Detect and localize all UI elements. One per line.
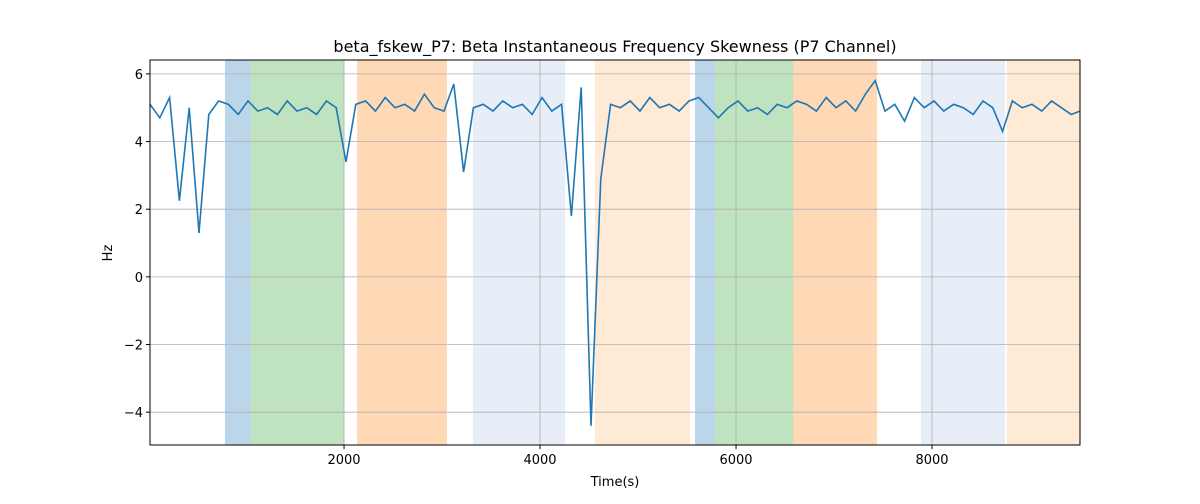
y-tick-label: 2 [135,203,143,218]
plot-frame [149,59,1081,446]
data-line [149,78,1081,426]
highlight-span [921,60,1006,445]
x-tick-label: 4000 [523,453,556,468]
y-axis-label: Hz [101,245,116,262]
highlight-span [250,60,345,445]
highlight-span [793,60,878,445]
y-tick-label: 6 [135,68,143,83]
y-tick-label: 4 [135,136,143,151]
x-tick-label: 2000 [327,453,360,468]
highlight-span [595,60,691,445]
highlight-span [695,60,716,445]
y-tick-label: −4 [124,406,143,421]
highlight-span [1006,60,1080,445]
y-tick-label: −2 [124,339,143,354]
x-tick-label: 8000 [915,453,948,468]
highlight-span [224,60,251,445]
y-tick-label: 0 [135,271,143,286]
x-tick-label: 6000 [719,453,752,468]
highlight-span [473,60,566,445]
x-axis-label: Time(s) [590,475,640,490]
highlight-span [357,60,447,445]
chart-title: beta_fskew_P7: Beta Instantaneous Freque… [333,37,896,57]
highlight-span [715,60,794,445]
